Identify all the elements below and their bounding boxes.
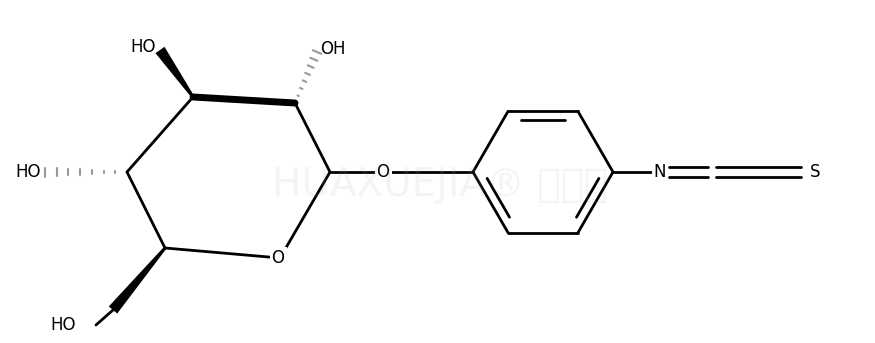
Text: O: O (376, 163, 389, 181)
Text: HO: HO (51, 316, 76, 334)
Text: N: N (654, 163, 666, 181)
Text: HUAXUEJIA® 化学加: HUAXUEJIA® 化学加 (272, 166, 608, 204)
Text: O: O (271, 249, 284, 267)
Text: HO: HO (16, 163, 41, 181)
Text: HO: HO (130, 38, 156, 56)
Polygon shape (108, 247, 166, 314)
Text: S: S (810, 163, 821, 181)
Polygon shape (156, 47, 194, 98)
Text: OH: OH (320, 40, 346, 58)
